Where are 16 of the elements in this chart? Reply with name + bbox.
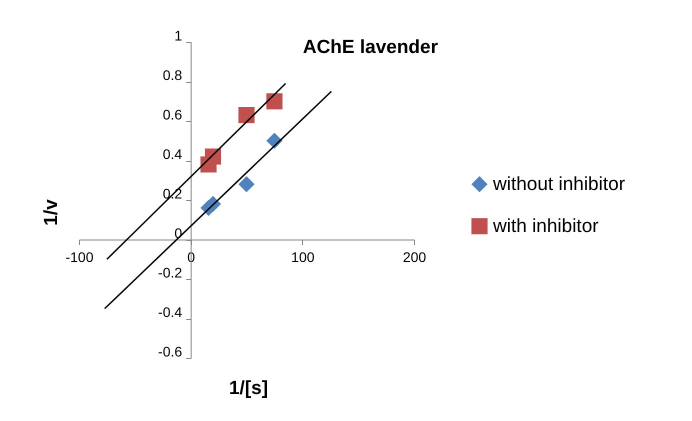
x-tick-label: -100 (65, 249, 94, 265)
y-tick-label: 0.4 (162, 146, 182, 162)
x-tick-label: 0 (187, 249, 196, 265)
legend-label: with inhibitor (492, 216, 600, 238)
y-axis-title: 1/v (41, 198, 62, 226)
y-tick-label: 1 (174, 28, 182, 44)
x-tick-label: 100 (291, 249, 315, 265)
y-tick-label: 0.6 (162, 106, 182, 122)
y-tick-label: -0.2 (158, 264, 182, 280)
y-tick-label: 0.8 (162, 67, 182, 83)
x-axis-title: 1/[s] (228, 378, 268, 399)
y-tick-label: -0.6 (158, 344, 182, 360)
chart-title: AChE lavender (302, 37, 439, 58)
y-tick-label: -0.4 (158, 304, 182, 320)
x-tick-label: 200 (402, 249, 426, 265)
legend-label: without inhibitor (492, 174, 626, 196)
